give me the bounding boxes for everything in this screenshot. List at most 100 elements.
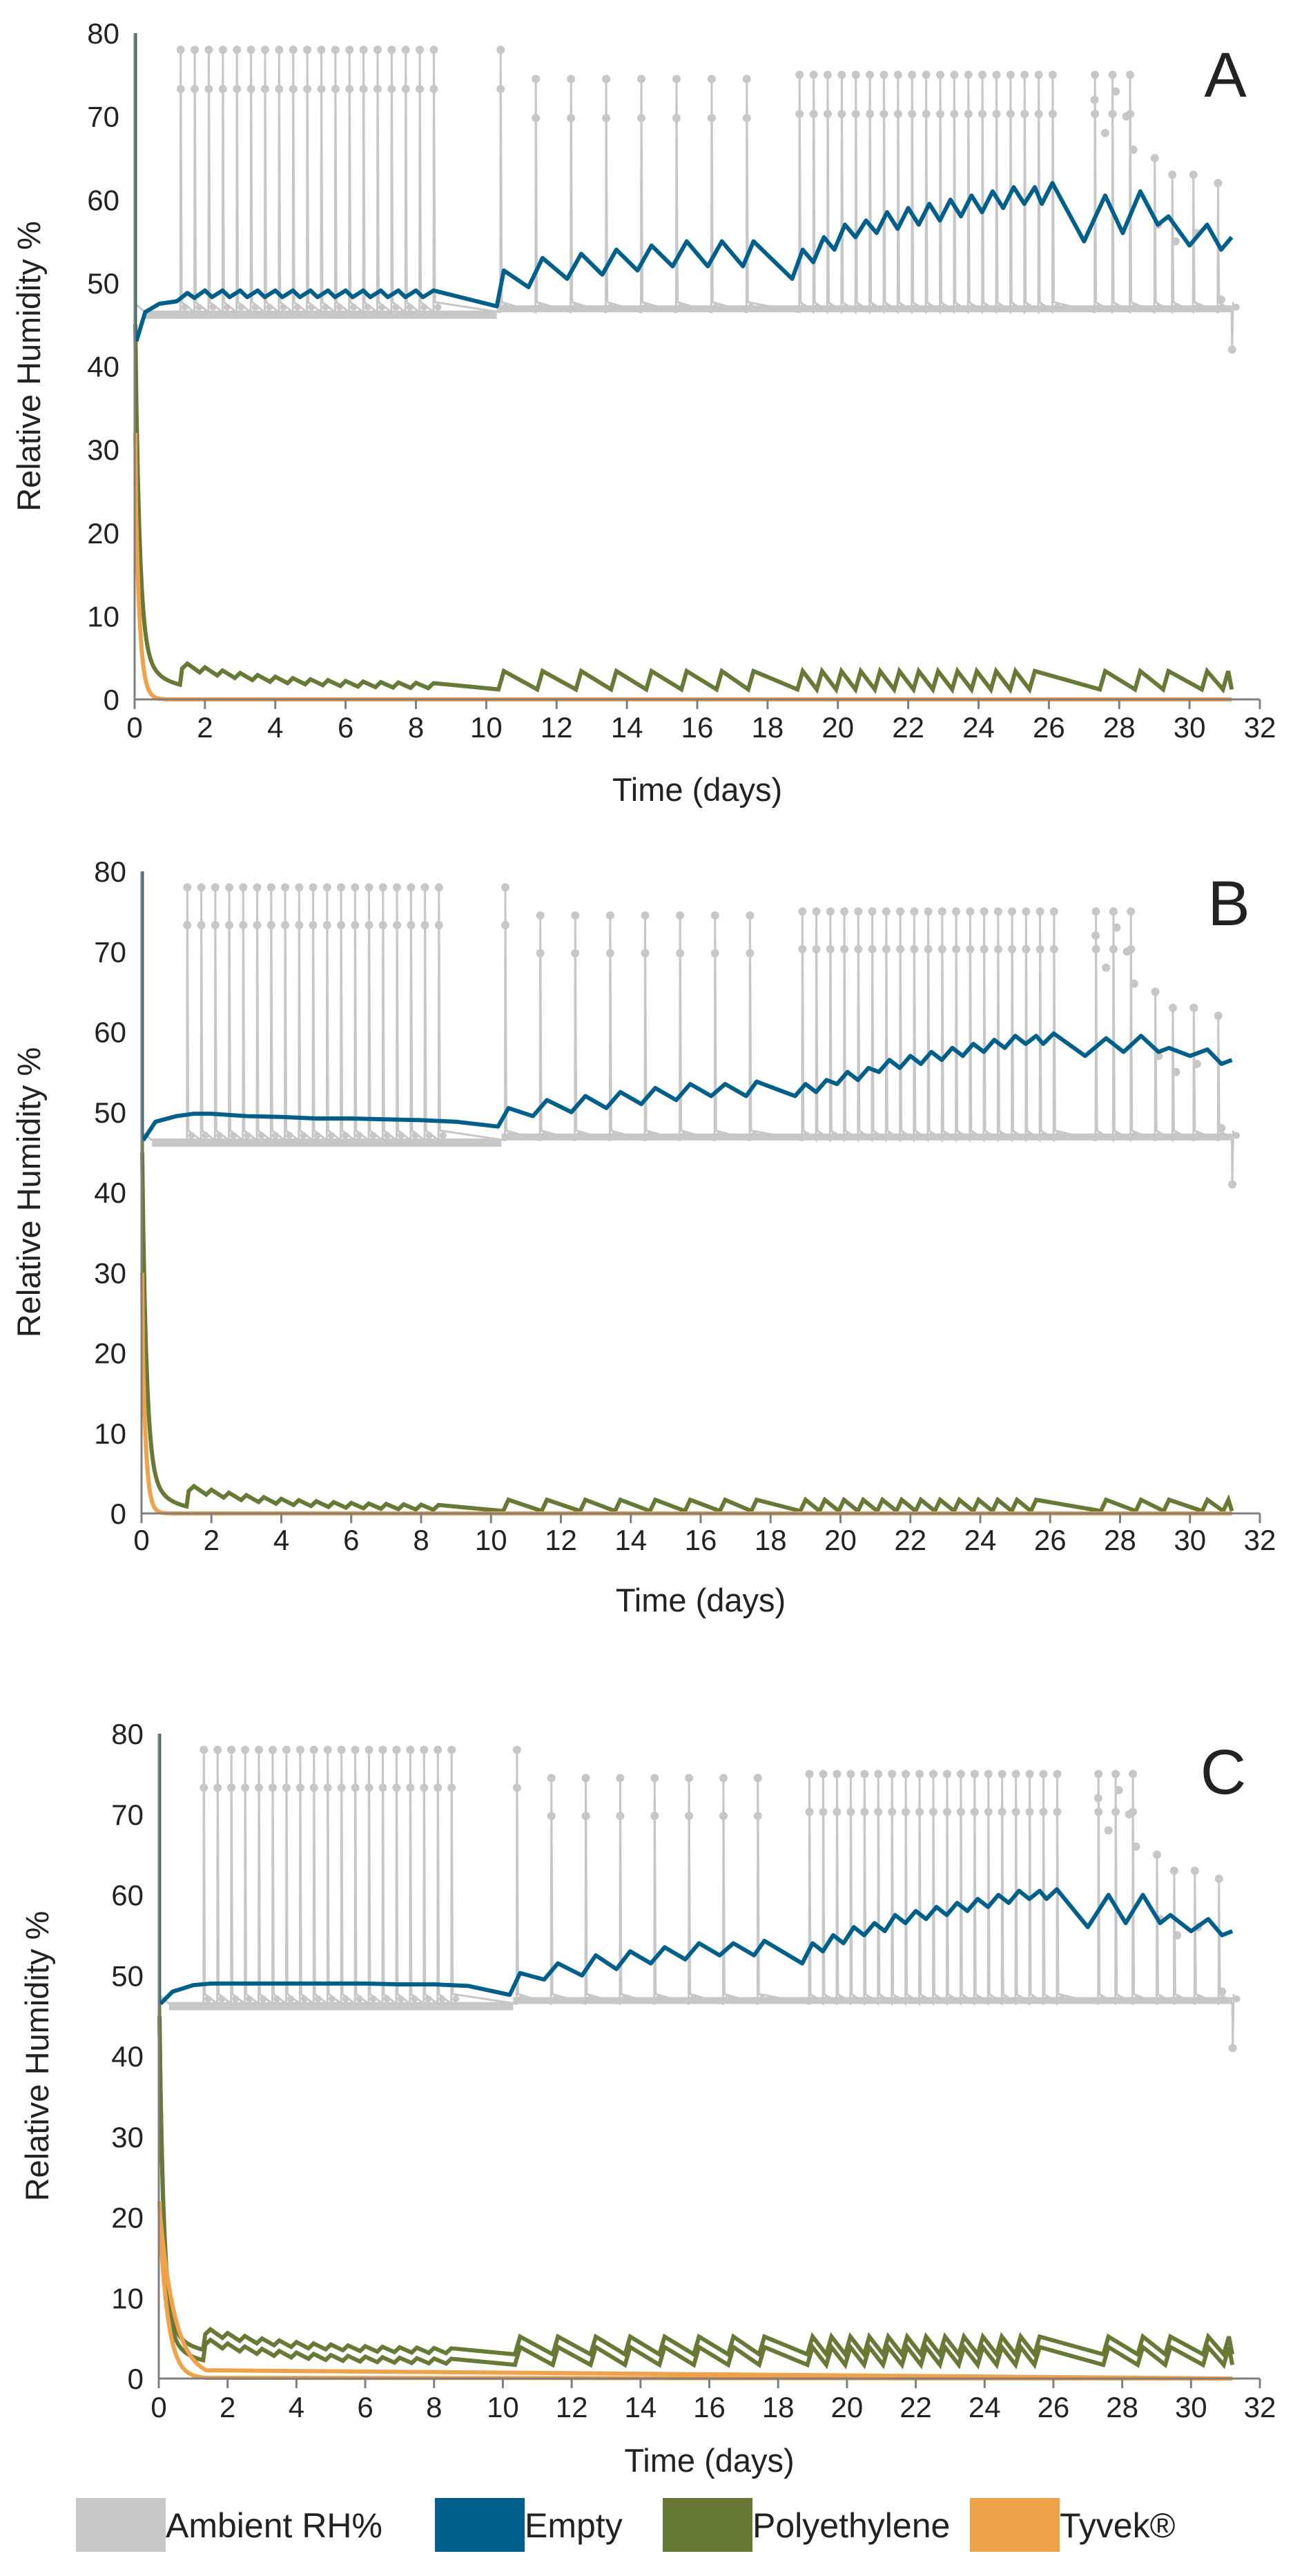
x-tick-label: 16 [685,1524,717,1556]
x-tick-label: 22 [894,1524,926,1556]
ambient-peak-point [1228,1132,1241,1189]
ambient-trace [135,50,1234,350]
ambient-peak-point [255,1745,267,2003]
x-tick-label: 8 [413,1524,429,1556]
y-tick-label: 80 [87,17,119,50]
ambient-point [1112,923,1121,932]
x-tick-label: 6 [338,711,353,744]
empty-trace [159,1887,1234,2006]
ambient-peak-point [378,883,391,1139]
ambient-peak-point [407,883,419,1139]
ambient-point [1173,1930,1182,1939]
x-tick-label: 18 [755,1524,787,1556]
x-tick-label: 4 [267,711,283,744]
x-tick-label: 2 [197,711,213,744]
polyethylene-trace [133,325,1234,695]
x-axis-title: Time (days) [612,771,782,808]
ambient-peak-point [416,46,428,311]
ambient-peak-point [393,883,405,1139]
x-tick-label: 24 [962,711,995,744]
ambient-peak-point [211,883,223,1139]
ambient-peak-point [1227,303,1240,354]
legend: Ambient RH% Empty Polyethylene Tyvek® [76,2498,1176,2552]
x-tick-label: 4 [273,1524,289,1556]
x-tick-label: 8 [408,711,424,744]
ambient-peak-point [373,46,385,311]
ambient-peak-point [434,1745,446,2003]
x-axis-title: Time (days) [616,1582,786,1618]
ambient-peak-point [323,1745,336,2003]
ambient-point [1154,1052,1163,1061]
ambient-peak-point [387,46,400,311]
ambient-peak-point [227,1745,240,2003]
x-tick-label: 0 [133,1524,149,1556]
ambient-peak-point [282,1745,294,2003]
ambient-peak-point [281,883,293,1139]
y-tick-label: 40 [87,351,119,383]
ambient-peak-point [233,46,245,311]
ambient-point [1091,931,1100,940]
x-tick-label: 28 [1103,711,1136,744]
x-tick-label: 12 [545,1524,577,1556]
x-tick-label: 14 [624,2391,657,2423]
ambient-peak-point [337,1745,349,2003]
ambient-peak-point [351,1745,363,2003]
ambient-peak-point [225,883,237,1139]
ambient-point [1129,979,1138,988]
axes: 0 2 4 6 8 10 12 14 16 18 20 22 24 26 28 30 3201020304050… [19,1718,1276,2479]
x-tick-label: 28 [1104,1524,1136,1556]
polyethylene-trace [157,2015,1235,2370]
ambient-peak-point [260,46,273,311]
y-tick-label: 30 [94,1257,126,1289]
ambient-peak-point [268,1745,280,2003]
x-axis-title: Time (days) [624,2442,794,2479]
ambient-point [1122,947,1131,956]
legend-label-polyethylene: Polyethylene [752,2506,950,2545]
ambient-peak-point [364,883,377,1139]
y-tick-label: 70 [111,1799,144,1831]
ambient-peak-point [345,46,358,311]
x-tick-label: 30 [1174,711,1206,744]
x-tick-label: 16 [681,711,714,744]
y-tick-label: 80 [94,855,126,888]
y-tick-label: 20 [94,1337,126,1370]
ambient-point [1218,1987,1227,1996]
polyethylene-trace [140,1152,1234,1515]
ambient-peak-point [309,1745,322,2003]
tyvek-trace [157,2201,1233,2381]
legend-label-ambient: Ambient RH% [166,2506,382,2545]
ambient-peak-point [183,883,195,1139]
ambient-point [1172,1067,1180,1076]
x-tick-label: 18 [752,711,784,744]
tyvek-trace [140,1272,1232,1515]
y-tick-label: 80 [111,1718,144,1750]
empty-trace [134,181,1234,342]
x-tick-label: 6 [343,1524,359,1556]
x-tick-label: 22 [892,711,924,744]
series-empty [134,33,1234,342]
ambient-peak-point [303,46,315,311]
ambient-peak-point [331,46,343,311]
panel-label: C [1200,1737,1246,1808]
ambient-peak-point [191,46,203,311]
ambient-peak-point [401,46,414,311]
x-tick-label: 16 [693,2391,726,2423]
y-tick-label: 10 [87,600,119,632]
x-tick-label: 6 [357,2391,373,2423]
tyvek-trace [133,432,1232,701]
ambient-point [1131,1842,1140,1851]
ambient-peak-point [434,883,447,1139]
ambient-peak-point [317,46,329,311]
ambient-peak-point [239,883,251,1139]
ambient-peak-point [364,1745,377,2003]
y-tick-label: 10 [111,2282,144,2314]
y-tick-label: 40 [111,2040,144,2073]
axes: 0 2 4 6 8 10 12 14 16 18 20 22 24 26 28 30 3201020304050… [10,17,1276,808]
y-tick-label: 50 [94,1096,126,1129]
ambient-peak-point [420,1745,432,2003]
x-tick-label: 26 [1038,2391,1070,2423]
x-tick-label: 32 [1244,2391,1276,2423]
y-tick-label: 0 [128,2363,144,2395]
series-tyvek [157,2201,1233,2381]
y-tick-label: 0 [104,684,119,716]
